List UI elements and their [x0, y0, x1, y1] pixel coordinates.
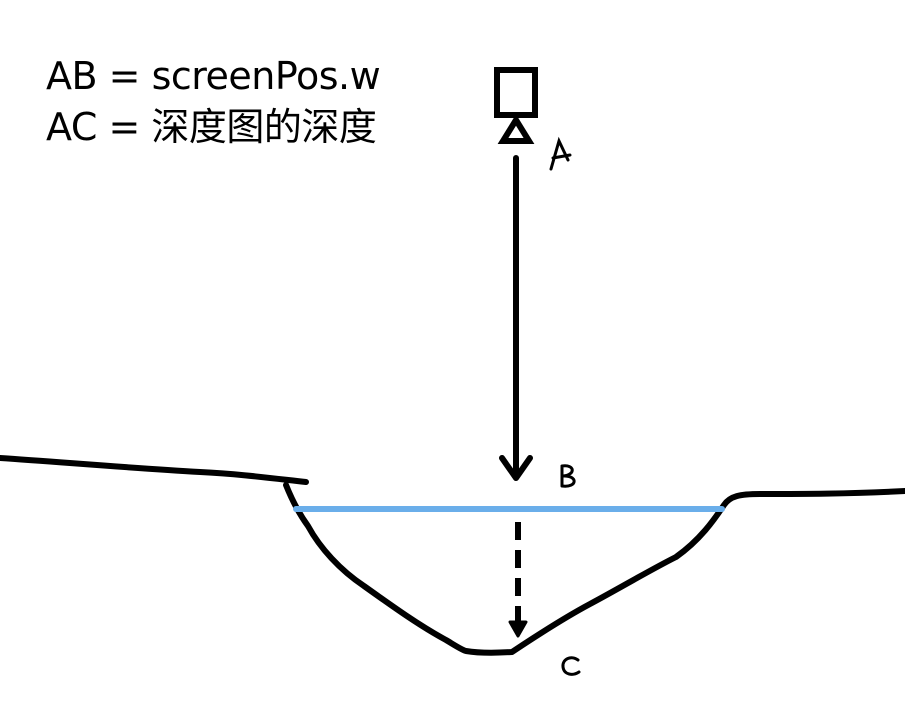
arrow-ab	[499, 155, 533, 481]
point-b-label	[560, 464, 576, 488]
camera-icon	[494, 67, 538, 144]
arrow-bc	[508, 522, 528, 638]
formula-ac: AC = 深度图的深度	[46, 105, 377, 149]
point-a-label	[549, 136, 572, 171]
point-c-label	[561, 656, 581, 676]
ground-line	[0, 455, 905, 656]
formula-ab: AB = screenPos.w	[46, 54, 381, 98]
